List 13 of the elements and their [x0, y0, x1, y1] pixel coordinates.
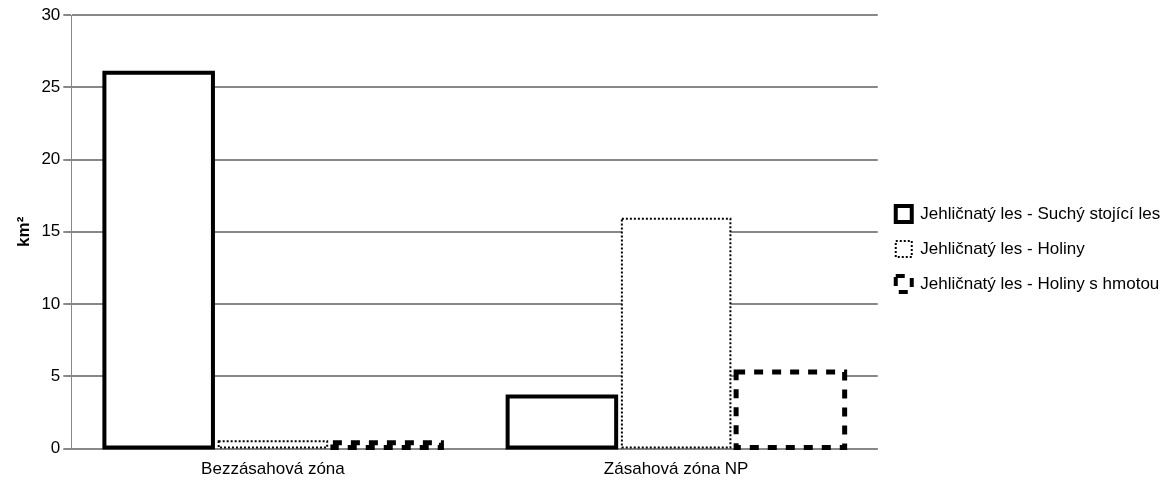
y-axis-title: km²	[13, 216, 33, 247]
y-tick-label: 5	[50, 366, 61, 386]
y-tick-label: 0	[50, 438, 61, 458]
y-tick-label: 20	[41, 149, 61, 169]
y-tick-label: 15	[41, 221, 61, 241]
legend-label: Jehličnatý les - Holiny s hmotou	[920, 273, 1160, 293]
y-tick-label: 10	[41, 293, 61, 313]
y-tick-label: 25	[41, 76, 61, 96]
x-tick-label: Bezzásahová zóna	[201, 459, 346, 479]
y-tick-label: 30	[41, 4, 61, 24]
legend-label: Jehličnatý les - Suchý stojící les	[920, 203, 1161, 223]
legend-label: Jehličnatý les - Holiny	[920, 238, 1086, 258]
x-tick-label: Zásahová zóna NP	[603, 459, 749, 479]
